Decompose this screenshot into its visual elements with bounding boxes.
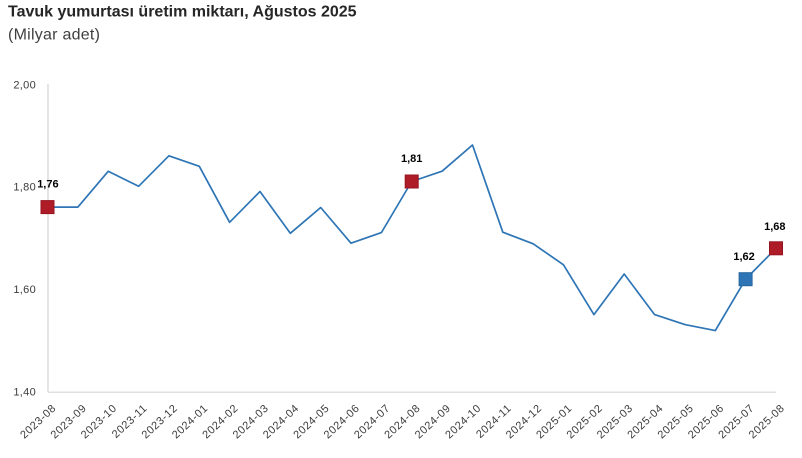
svg-text:1,40: 1,40 bbox=[13, 386, 36, 398]
svg-text:1,81: 1,81 bbox=[401, 153, 422, 165]
svg-text:1,76: 1,76 bbox=[37, 179, 58, 191]
svg-text:Tavuk yumurtası üretim miktarı: Tavuk yumurtası üretim miktarı, Ağustos … bbox=[8, 4, 357, 21]
svg-text:1,80: 1,80 bbox=[13, 182, 36, 194]
svg-text:(Milyar adet): (Milyar adet) bbox=[8, 27, 100, 44]
svg-text:1,62: 1,62 bbox=[733, 251, 754, 263]
svg-text:1,60: 1,60 bbox=[13, 284, 36, 296]
svg-text:1,68: 1,68 bbox=[764, 221, 785, 233]
svg-text:2,00: 2,00 bbox=[13, 79, 36, 91]
